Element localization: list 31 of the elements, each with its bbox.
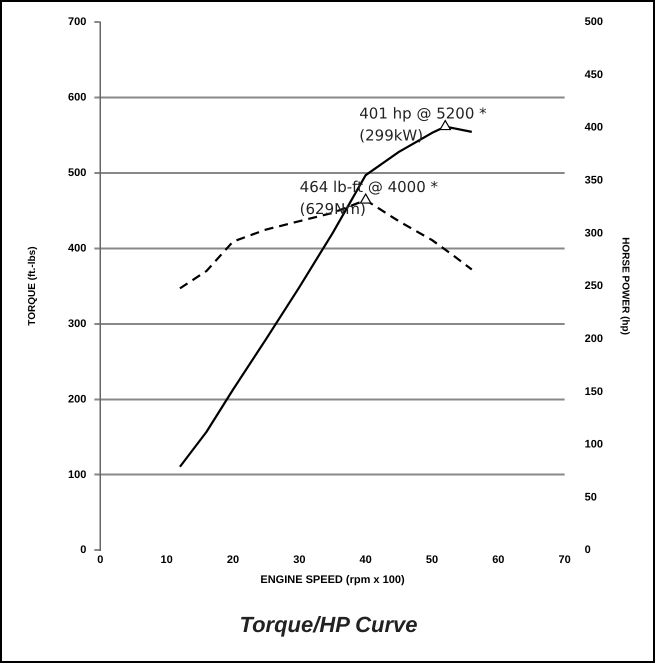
y2-tick-label: 150 bbox=[584, 386, 604, 398]
y2-tick-label: 250 bbox=[584, 280, 604, 292]
x-tick-label: 60 bbox=[492, 554, 504, 566]
y-tick-label: 400 bbox=[68, 242, 86, 254]
x-tick-label: 0 bbox=[97, 554, 104, 566]
y2-tick-label: 0 bbox=[584, 544, 591, 556]
x-tick-label: 10 bbox=[160, 554, 173, 566]
y-tick-label: 0 bbox=[80, 544, 86, 556]
y2-tick-label: 500 bbox=[584, 16, 604, 28]
x-tick-label: 20 bbox=[226, 554, 240, 566]
y2-tick-label: 100 bbox=[584, 438, 604, 451]
y-tick-label: 200 bbox=[68, 393, 86, 406]
y-tick-label: 100 bbox=[68, 468, 86, 481]
y2-tick-label: 350 bbox=[584, 174, 604, 186]
y-tick-label: 600 bbox=[68, 91, 86, 104]
x-axis-title: ENGINE SPEED (rpm x 100) bbox=[260, 574, 405, 586]
x-tick-label: 40 bbox=[360, 554, 372, 566]
text: Torque/HP Curve bbox=[239, 612, 418, 637]
y-tick-label: 500 bbox=[68, 166, 86, 179]
y2-tick-label: 50 bbox=[584, 491, 597, 504]
y2-tick-label: 400 bbox=[584, 122, 604, 134]
y-tick-label: 700 bbox=[68, 16, 86, 28]
y2-tick-label: 450 bbox=[584, 68, 604, 81]
y2-tick-label: 200 bbox=[584, 332, 604, 345]
y-axis-title: TORQUE (ft.-lbs) bbox=[26, 246, 38, 326]
x-tick-label: 70 bbox=[558, 554, 571, 566]
y2-tick-label: 300 bbox=[584, 227, 604, 240]
y2-axis-title: HORSE POWER (hp) bbox=[619, 237, 630, 335]
y-tick-label: 300 bbox=[68, 318, 86, 330]
x-tick-label: 50 bbox=[426, 554, 438, 566]
x-tick-label: 30 bbox=[293, 554, 306, 566]
